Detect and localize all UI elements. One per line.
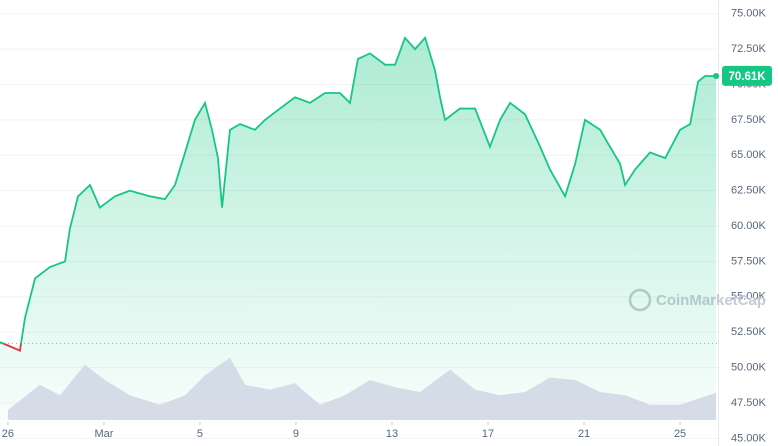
y-tick-label: 50.00K: [731, 361, 767, 373]
current-price-label: 70.61K: [728, 71, 766, 83]
x-tick-label: Mar: [94, 428, 113, 440]
x-tick-label: 5: [197, 428, 203, 440]
price-line: [0, 35, 717, 352]
y-tick-label: 75.00K: [731, 8, 767, 20]
y-tick-label: 60.00K: [731, 220, 767, 232]
price-area: [0, 37, 717, 421]
x-tick-label: 26: [2, 428, 14, 440]
x-tick-label: 21: [578, 428, 590, 440]
last-point: [713, 73, 720, 80]
y-tick-label: 67.50K: [731, 114, 767, 126]
y-tick-label: 55.00K: [731, 291, 767, 303]
y-tick-label: 72.50K: [731, 43, 767, 55]
x-tick-label: 9: [293, 428, 299, 440]
y-tick-label: 52.50K: [731, 326, 767, 338]
y-tick-label: 45.00K: [731, 432, 767, 444]
current-price-tag: [722, 65, 772, 86]
y-tick-label: 47.50K: [731, 397, 767, 409]
x-tick-label: 25: [674, 428, 686, 440]
volume-area: [7, 357, 717, 420]
y-tick-label: 65.00K: [731, 149, 767, 161]
x-tick-label: 13: [386, 428, 398, 440]
x-tick-label: 17: [482, 428, 494, 440]
y-tick-label: 57.50K: [731, 255, 767, 267]
y-tick-label: 62.50K: [731, 185, 767, 197]
